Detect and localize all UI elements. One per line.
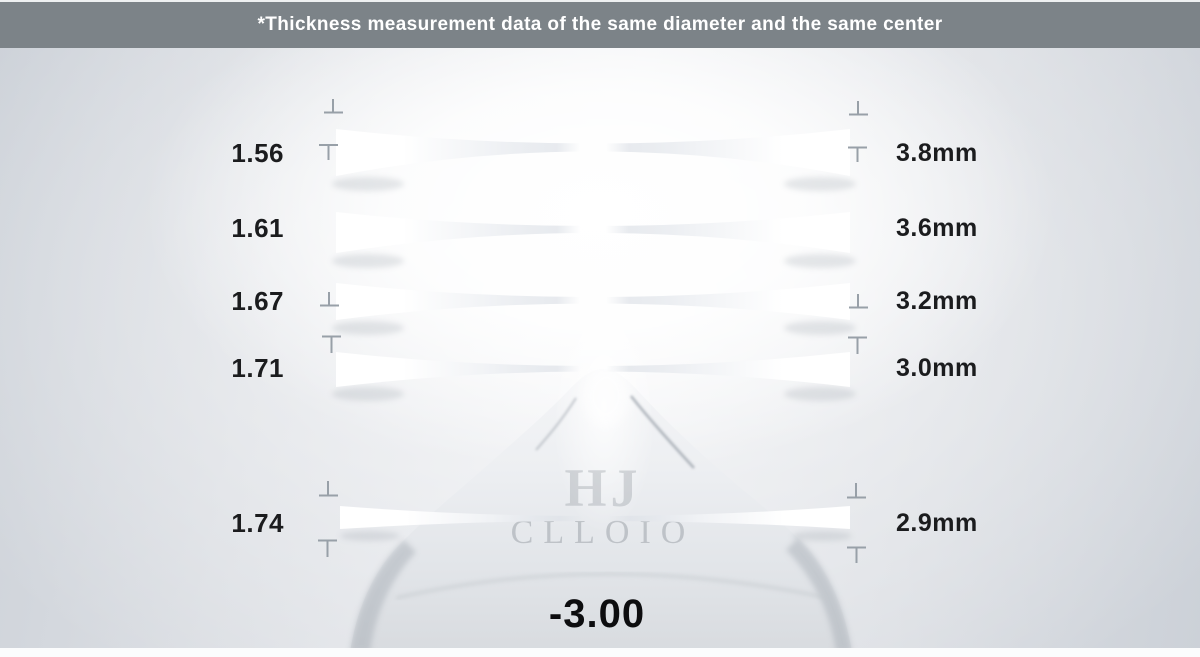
lens-edge-shadows [332,177,856,541]
caliper-markers-row5 [318,481,866,563]
caliper-top-marker-icon [319,481,338,497]
face-left-shadow [350,540,416,652]
lens-1-56 [336,129,850,176]
cheek-contour [395,572,829,600]
lens-1-61 [336,212,850,253]
caliper-top-marker-icon [849,294,868,309]
header-banner: *Thickness measurement data of the same … [0,0,1200,48]
thickness-label-1: 3.8mm [896,139,978,167]
lens-1-74 [340,506,850,529]
caliper-top-marker-icon [324,99,343,114]
nose-tip-highlight [582,366,630,426]
caliper-markers-row3 [320,292,868,354]
nose-crease-left [535,397,577,451]
lens-1-67 [336,283,850,320]
refractive-index-label-5: 1.74 [231,508,284,538]
face-model [350,315,852,652]
refractive-index-label-3: 1.67 [231,286,284,316]
bottom-white-strip [0,648,1200,657]
thickness-label-2: 3.6mm [896,214,978,242]
measurement-markers [318,99,868,563]
watermark-logo: HJ [564,458,641,518]
caliper-top-marker-icon [320,292,339,307]
thickness-label-4: 3.0mm [896,354,978,382]
thickness-label-3: 3.2mm [896,287,978,315]
refractive-index-label-2: 1.61 [231,213,284,243]
lens-1-71 [336,352,850,387]
refractive-index-label-1: 1.56 [231,138,284,168]
caliper-bottom-marker-icon [848,336,867,354]
caliper-bottom-marker-icon [319,144,338,160]
refractive-index-label-4: 1.71 [231,353,284,383]
caliper-bottom-marker-icon [318,539,337,557]
thickness-label-5: 2.9mm [896,509,978,537]
caliper-top-marker-icon [847,483,866,499]
nose-crease-right [630,395,695,469]
lens-cross-sections [336,129,850,529]
caliper-bottom-marker-icon [847,546,866,563]
header-title: *Thickness measurement data of the same … [257,14,943,35]
caliper-markers-row1 [319,99,868,162]
caliper-top-marker-icon [849,101,868,116]
caliper-bottom-marker-icon [322,335,341,353]
prescription-label: -3.00 [548,592,646,636]
caliper-bottom-marker-icon [848,146,867,162]
nose-bridge-highlight [556,315,652,545]
